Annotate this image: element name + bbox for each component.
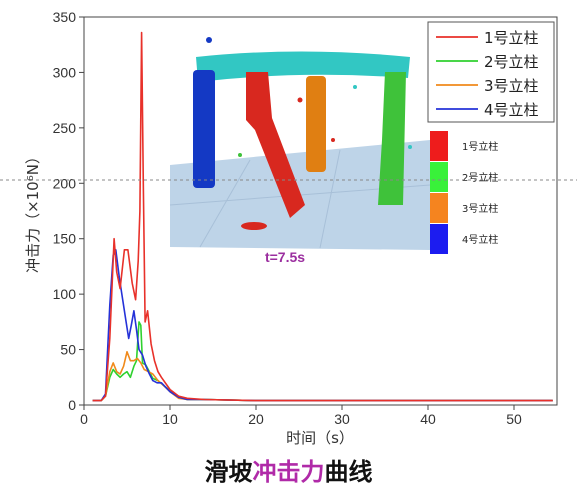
post-2	[378, 72, 406, 205]
slope-grid-line	[319, 149, 341, 249]
x-tick-label: 30	[334, 411, 350, 427]
debris-particle	[331, 138, 335, 142]
inset-key-label: 2号立柱	[462, 171, 498, 184]
legend-label: 3号立柱	[484, 77, 539, 95]
y-tick-label: 250	[53, 120, 77, 136]
slope-grid-line	[199, 159, 251, 248]
caption-part1: 滑坡	[204, 458, 253, 486]
x-tick-label: 10	[162, 411, 178, 427]
y-tick-label: 150	[53, 231, 77, 247]
legend-label: 2号立柱	[484, 53, 539, 71]
y-tick-label: 50	[60, 342, 76, 358]
x-axis-label: 时间（s）	[286, 429, 354, 447]
debris-particle	[206, 37, 212, 43]
y-tick-label: 300	[53, 64, 77, 80]
legend-box	[427, 21, 555, 123]
inset-time-label: t=7.5s	[265, 249, 305, 265]
legend: 1号立柱 2号立柱 3号立柱 4号立柱	[427, 21, 555, 123]
top-beam	[196, 51, 410, 82]
legend-label: 4号立柱	[484, 101, 539, 119]
inset-key-label: 4号立柱	[462, 233, 498, 246]
inset-key-swatch	[430, 193, 448, 223]
series-lines	[92, 31, 553, 402]
x-tick-label: 40	[420, 411, 436, 427]
inset-color-key: 1号立柱 2号立柱 3号立柱 4号立柱	[430, 131, 498, 254]
caption-part2: 曲线	[324, 458, 373, 486]
figure-caption: 滑坡冲击力曲线	[0, 452, 577, 487]
post-1	[246, 72, 305, 218]
y-tick-label: 200	[53, 175, 77, 191]
inset-key-label: 1号立柱	[462, 140, 498, 153]
inset-simulation-render: 1号立柱 2号立柱 3号立柱 4号立柱 t=7.5s	[169, 37, 498, 265]
caption-highlight: 冲击力	[252, 458, 325, 486]
inset-key-swatch	[430, 131, 448, 161]
debris-cluster	[241, 222, 267, 230]
x-tick-label: 20	[248, 411, 264, 427]
series-line-1	[92, 31, 553, 402]
post-3	[306, 76, 326, 172]
debris-particle	[238, 153, 242, 157]
inset-key-swatch	[430, 224, 448, 254]
post-4	[193, 70, 215, 188]
plot-frame	[83, 16, 558, 406]
y-axis-label: 冲击力（×10⁶N）	[24, 149, 42, 273]
y-tick-label: 0	[68, 397, 76, 413]
debris-particle	[297, 97, 303, 103]
x-tick-label: 50	[506, 411, 522, 427]
inset-key-swatch	[430, 162, 448, 192]
debris-particle	[353, 85, 357, 89]
y-tick-label: 100	[53, 286, 77, 302]
legend-label: 1号立柱	[484, 29, 539, 47]
x-tick-label: 0	[80, 411, 88, 427]
inset-key-label: 3号立柱	[462, 202, 498, 215]
series-line-2	[92, 321, 553, 402]
debris-particle	[408, 145, 412, 149]
y-tick-label: 350	[53, 9, 77, 25]
axis-ticks: 0 10 20 30 40 50 0 50 100 150 200 250 300 350	[53, 9, 522, 427]
